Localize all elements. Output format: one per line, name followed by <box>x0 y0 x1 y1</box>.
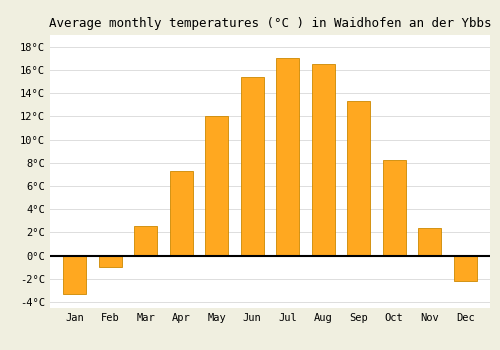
Bar <box>276 58 299 256</box>
Bar <box>312 64 335 256</box>
Bar <box>418 228 441 256</box>
Bar <box>382 160 406 256</box>
Bar <box>205 116 229 256</box>
Title: Average monthly temperatures (°C ) in Waidhofen an der Ybbs: Average monthly temperatures (°C ) in Wa… <box>49 17 491 30</box>
Bar <box>347 101 370 256</box>
Bar <box>134 225 158 256</box>
Bar <box>170 171 193 256</box>
Bar <box>99 256 122 267</box>
Bar <box>64 256 86 294</box>
Bar <box>240 77 264 256</box>
Bar <box>454 256 476 281</box>
